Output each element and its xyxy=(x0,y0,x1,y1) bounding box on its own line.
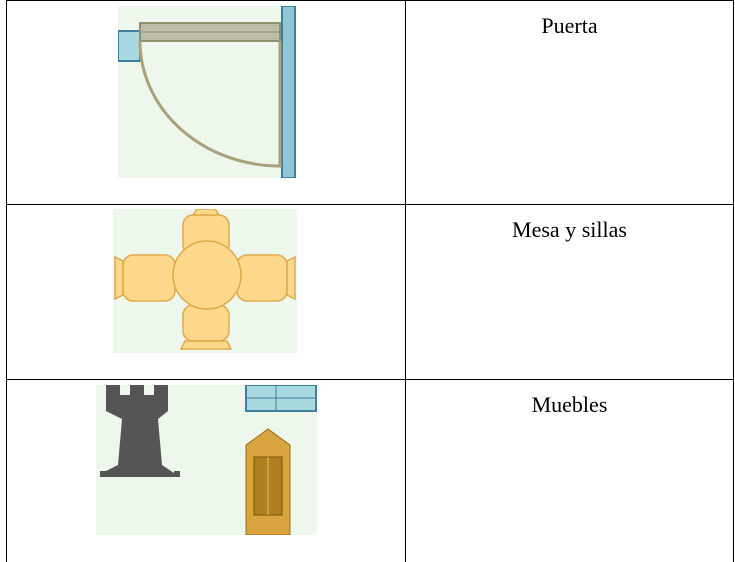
table-chairs-icon xyxy=(113,209,297,353)
table-row: Muebles xyxy=(7,380,734,562)
icon-cell xyxy=(7,1,406,205)
icon-cell xyxy=(7,205,406,380)
icon-cell xyxy=(7,380,406,562)
furniture-icon xyxy=(96,385,317,535)
row-label: Puerta xyxy=(406,1,734,205)
page: Puerta Mesa y sillas xyxy=(0,0,735,525)
legend-table: Puerta Mesa y sillas xyxy=(6,0,734,562)
door-icon xyxy=(118,6,296,178)
row-label: Muebles xyxy=(406,380,734,562)
row-label: Mesa y sillas xyxy=(406,205,734,380)
table-row: Puerta xyxy=(7,1,734,205)
table-row: Mesa y sillas xyxy=(7,205,734,380)
